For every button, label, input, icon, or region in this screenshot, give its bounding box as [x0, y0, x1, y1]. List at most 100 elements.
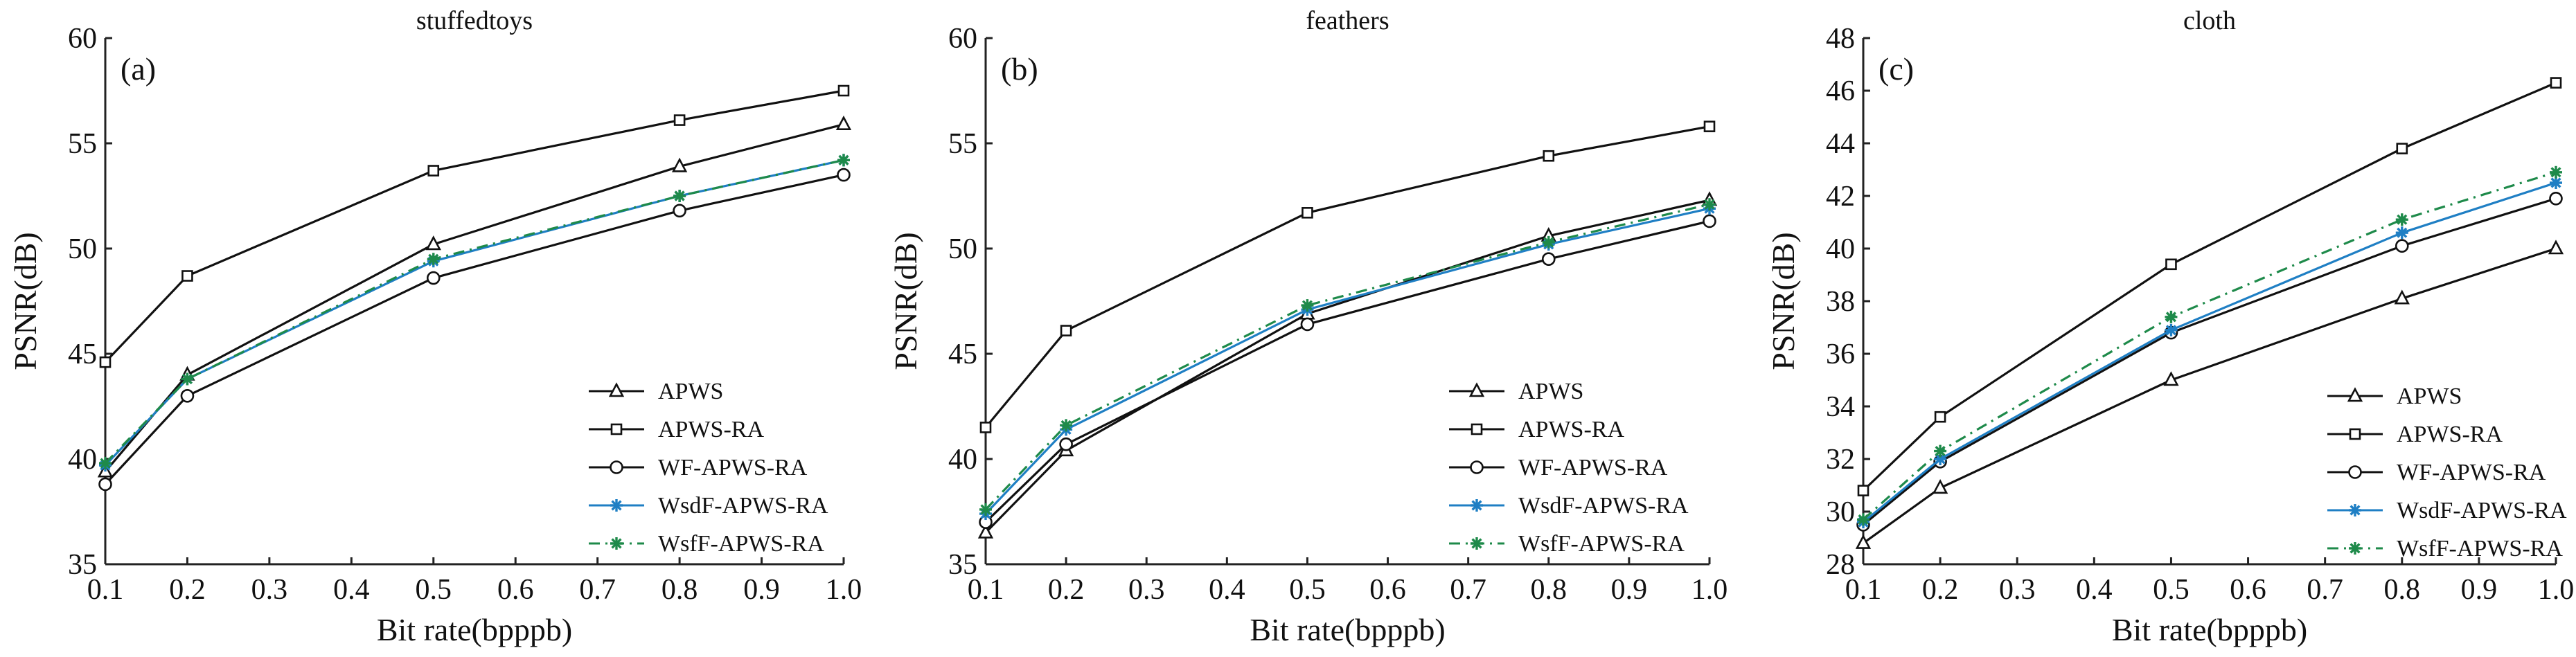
data-point: [1855, 534, 1872, 549]
legend: APWS APWS-RA WF-APWS-RA WsdF-APWS-RA WsfF-AP…: [2327, 384, 2567, 561]
data-point: [427, 165, 440, 177]
data-point: [2165, 258, 2177, 271]
x-tick-label: 1.0: [2538, 574, 2575, 606]
legend-item: WsfF-APWS-RA: [589, 531, 824, 557]
legend-marker: [1471, 499, 1483, 512]
y-tick-label: 55: [948, 128, 977, 160]
legend-item: WF-APWS-RA: [1449, 455, 1668, 480]
series-line: [984, 203, 1710, 511]
data-point: [837, 154, 850, 167]
data-point: [2548, 240, 2564, 255]
data-point: [1703, 120, 1716, 132]
data-point: [1857, 485, 1869, 496]
legend-label: APWS: [658, 379, 723, 404]
legend-marker: [2348, 465, 2362, 479]
legend-marker: [610, 499, 623, 512]
data-point: [1300, 317, 1315, 332]
legend-label: APWS: [2397, 384, 2462, 409]
x-tick-label: 0.6: [2230, 574, 2266, 606]
y-tick-label: 40: [948, 444, 977, 476]
x-tick-label: 0.4: [2076, 574, 2113, 606]
legend-marker: [610, 460, 623, 474]
data-point: [835, 115, 852, 130]
data-point: [1301, 299, 1314, 312]
data-point: [837, 168, 851, 182]
x-tick-label: 0.1: [968, 574, 1004, 606]
data-point: [2163, 371, 2179, 386]
y-axis-label: PSNR(dB): [8, 232, 43, 370]
data-point: [1059, 437, 1073, 451]
y-tick-label: 48: [1826, 23, 1855, 55]
data-point-stroke: [1060, 420, 1072, 431]
x-tick-label: 0.6: [1369, 574, 1406, 606]
x-axis-label: Bit rate(bpppb): [1250, 612, 1445, 647]
x-tick-label: 0.7: [2307, 574, 2343, 606]
x-tick-label: 0.8: [2384, 574, 2421, 606]
data-point: [181, 270, 193, 282]
legend-label: WsdF-APWS-RA: [658, 493, 828, 519]
y-tick-label: 35: [68, 549, 97, 581]
y-tick-label: 50: [68, 233, 97, 265]
legend-marker: [1470, 460, 1484, 474]
y-tick-label: 60: [68, 23, 97, 55]
data-point-stroke: [1302, 300, 1313, 311]
y-tick-label: 55: [68, 128, 97, 160]
data-point: [2165, 310, 2178, 323]
x-tick-label: 0.4: [1209, 574, 1245, 606]
data-point-stroke: [1935, 446, 1946, 457]
data-point: [977, 523, 994, 539]
chart-title: feathers: [1306, 6, 1389, 35]
x-tick-label: 0.5: [2153, 574, 2189, 606]
y-tick-label: 42: [1826, 181, 1855, 213]
x-axis-label: Bit rate(bpppb): [377, 612, 572, 647]
data-point-stroke: [428, 253, 439, 264]
y-tick-label: 35: [948, 549, 977, 581]
y-tick-label: 30: [1826, 496, 1855, 528]
panel-label: (c): [1878, 51, 1914, 87]
legend-label: WsfF-APWS-RA: [658, 531, 824, 557]
data-point: [426, 271, 441, 285]
data-point: [2165, 323, 2178, 336]
chart-title: cloth: [2183, 6, 2236, 35]
legend-marker-stroke: [2350, 505, 2361, 516]
data-point: [2395, 226, 2408, 240]
legend-label: WsdF-APWS-RA: [1518, 493, 1689, 519]
y-axis-label: PSNR(dB): [888, 232, 923, 370]
legend-item: WF-APWS-RA: [589, 455, 808, 480]
legend-item: APWS-RA: [1449, 417, 1624, 442]
data-point-stroke: [674, 190, 685, 201]
x-tick-label: 0.1: [1845, 574, 1882, 606]
series-wf-apws-ra: [98, 168, 851, 492]
x-tick-label: 0.2: [1048, 574, 1085, 606]
data-point-stroke: [980, 504, 991, 515]
legend-marker: [608, 382, 625, 397]
data-point: [181, 372, 194, 386]
series-apws: [1855, 240, 2564, 549]
x-tick-label: 0.9: [2461, 574, 2498, 606]
y-tick-label: 46: [1826, 75, 1855, 107]
data-point-stroke: [181, 373, 193, 385]
y-tick-label: 45: [948, 339, 977, 370]
legend-label: WsfF-APWS-RA: [1518, 531, 1685, 557]
x-tick-label: 0.1: [87, 574, 124, 606]
series-line: [984, 199, 1710, 534]
data-point: [98, 477, 112, 492]
legend-marker: [1471, 537, 1483, 550]
y-tick-label: 38: [1826, 286, 1855, 318]
data-point: [99, 457, 112, 470]
legend-marker-stroke: [1471, 538, 1482, 549]
y-tick-label: 60: [948, 23, 977, 55]
data-point-stroke: [2397, 227, 2408, 238]
data-point: [673, 190, 686, 202]
series-wsff-apws-ra: [1857, 165, 2562, 526]
legend-marker: [1471, 423, 1483, 435]
data-point: [2396, 143, 2408, 154]
data-point-stroke: [1935, 453, 1946, 465]
legend-item: WsfF-APWS-RA: [1449, 531, 1685, 557]
data-point-stroke: [2550, 167, 2561, 178]
legend-label: WF-APWS-RA: [1518, 455, 1668, 480]
data-point-stroke: [2165, 312, 2177, 323]
panel-label: (a): [121, 51, 156, 87]
x-tick-label: 0.7: [579, 574, 616, 606]
series-apws-ra: [99, 84, 850, 368]
